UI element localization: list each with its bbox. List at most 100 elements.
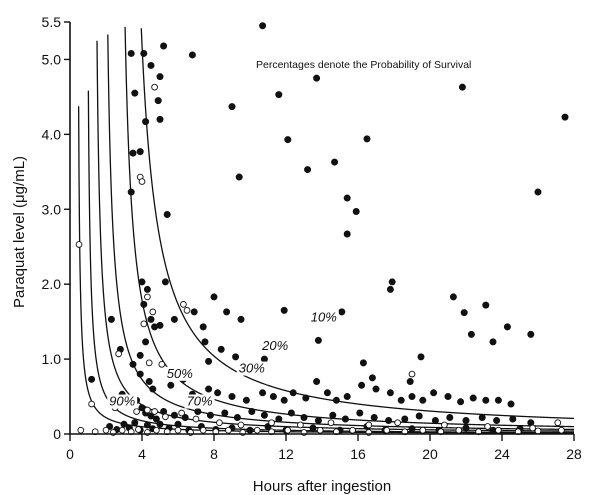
curve-label-10pct: 10% (311, 310, 337, 325)
died-point (332, 396, 340, 404)
survived-point (144, 406, 151, 414)
died-point (194, 408, 202, 416)
died-point (408, 393, 416, 401)
survived-point (408, 370, 416, 378)
died-point (156, 115, 164, 123)
died-point (300, 414, 308, 422)
died-point (107, 315, 115, 323)
died-point (136, 148, 144, 156)
x-axis-title: Hours after ingestion (253, 478, 391, 495)
curve-label-90pct: 90% (109, 394, 135, 409)
died-point (221, 409, 229, 417)
curve-label-70pct: 70% (187, 394, 213, 409)
died-point (527, 330, 535, 338)
died-point (304, 166, 312, 174)
survived-point (558, 426, 565, 434)
died-point (313, 378, 321, 386)
died-point (131, 89, 139, 97)
died-point (507, 400, 515, 408)
survived-point (144, 293, 151, 301)
survived-point (118, 426, 126, 434)
died-point (163, 211, 171, 219)
x-tick-label: 28 (566, 446, 582, 462)
died-point (217, 345, 225, 353)
died-point (260, 411, 268, 419)
survived-point (199, 426, 207, 434)
died-point (246, 426, 254, 434)
died-point (449, 293, 457, 301)
y-tick-label: 4.0 (42, 126, 62, 142)
died-point (313, 74, 321, 82)
survival-curve-20pct (124, 26, 575, 428)
died-point (478, 414, 486, 422)
axes (69, 22, 574, 435)
died-point (287, 409, 295, 417)
died-point (444, 393, 452, 401)
died-point (431, 417, 439, 425)
died-point (343, 194, 351, 202)
died-point (561, 113, 569, 121)
died-point (284, 136, 292, 144)
died-point (142, 118, 150, 126)
died-point (136, 351, 144, 359)
died-point (233, 414, 241, 422)
died-point (302, 394, 310, 402)
died-point (140, 49, 148, 57)
died-point (154, 97, 162, 105)
survived-point (383, 426, 391, 434)
died-point (309, 424, 317, 432)
died-point (482, 301, 490, 309)
survived-point (455, 426, 463, 434)
died-point (482, 396, 490, 404)
died-point (329, 411, 337, 419)
survived-point (180, 301, 187, 308)
survived-point (394, 419, 401, 427)
died-point (363, 135, 371, 143)
died-point (397, 396, 405, 404)
died-point (370, 414, 378, 422)
y-tick-label: 2.0 (42, 276, 62, 292)
died-point (359, 359, 367, 367)
died-point (343, 230, 351, 238)
died-point (143, 285, 151, 293)
died-point (190, 308, 198, 316)
died-point (88, 375, 96, 383)
died-point (145, 378, 153, 386)
died-point (467, 330, 475, 338)
died-point (228, 103, 236, 111)
died-point (458, 83, 466, 91)
died-point (127, 188, 135, 196)
survived-point (284, 426, 292, 434)
died-point (415, 412, 423, 420)
survived-point (441, 421, 448, 429)
died-point (385, 417, 393, 425)
died-point (386, 389, 394, 397)
died-point (129, 360, 137, 368)
died-point (343, 393, 351, 401)
died-point (388, 278, 396, 286)
died-point (147, 412, 155, 420)
survived-point (75, 241, 83, 248)
died-point (142, 338, 150, 346)
curve-label-backdrop (260, 339, 291, 354)
survived-point (225, 426, 232, 434)
died-point (147, 61, 155, 69)
died-point (131, 419, 139, 427)
died-point (341, 415, 349, 423)
survived-point (327, 419, 335, 427)
y-tick-label: 3.0 (42, 201, 62, 217)
died-point (143, 421, 151, 429)
y-tick-label: 5.5 (42, 14, 62, 30)
died-point (469, 394, 477, 402)
died-point (129, 149, 137, 157)
died-point (494, 396, 502, 404)
survived-point (135, 426, 142, 433)
died-point (408, 425, 416, 433)
died-point (280, 306, 288, 314)
curve-label-backdrop (164, 366, 195, 381)
died-point (323, 389, 331, 397)
died-point (174, 420, 182, 428)
died-point (170, 315, 178, 323)
died-point (156, 420, 164, 428)
died-point (151, 323, 159, 331)
